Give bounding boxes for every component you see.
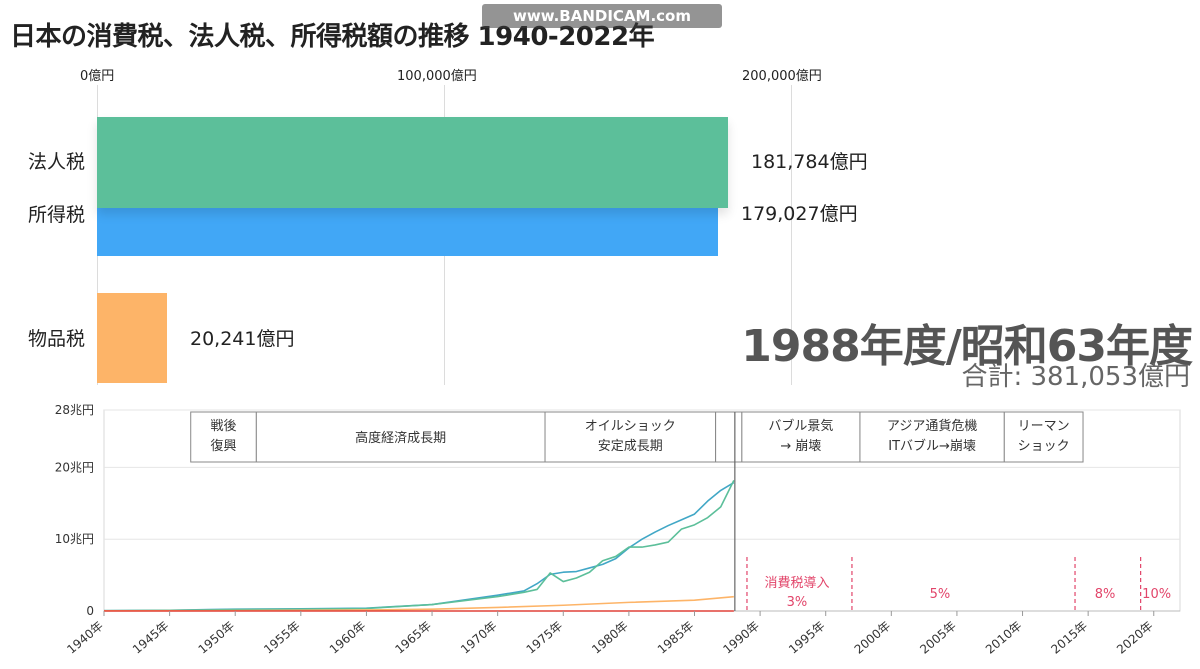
x-tick-label: 1955年 [261, 619, 303, 657]
era-label: アジア通貨危機 [887, 418, 977, 434]
total-label: 合計: 381,053億円 [961, 362, 1190, 392]
era-box [255, 411, 546, 463]
era-box [1003, 411, 1084, 463]
tax-event-label: 消費税導入 [764, 576, 829, 591]
bar-label-corporate-tax: 法人税 [28, 151, 86, 173]
era-box [715, 411, 743, 463]
era-label: バブル景気 [768, 418, 833, 434]
race-axis-tick-2: 200,000億円 [742, 69, 822, 84]
x-tick-label: 1990年 [720, 619, 762, 657]
recorder-watermark: www.BANDICAM.com [482, 4, 722, 28]
bar-label-commodity-tax: 物品税 [28, 328, 86, 350]
x-tick-label: 2000年 [852, 619, 894, 657]
era-label: 安定成長期 [598, 439, 663, 454]
x-tick-label: 1975年 [524, 619, 566, 657]
y-tick-label: 28兆円 [55, 403, 94, 417]
tax-event-label: 10% [1142, 587, 1171, 602]
era-label: → 崩壊 [780, 439, 821, 454]
x-tick-label: 2015年 [1048, 619, 1090, 657]
x-tick-label: 2010年 [983, 619, 1025, 657]
x-tick-label: 1960年 [327, 619, 369, 657]
y-tick-label: 20兆円 [55, 460, 94, 474]
series-line [103, 479, 735, 612]
race-grid-line [791, 85, 792, 385]
bar-value-commodity-tax: 20,241億円 [190, 328, 295, 350]
bar-label-income-tax: 所得税 [28, 204, 86, 226]
era-label: オイルショック [585, 419, 676, 434]
x-tick-label: 1940年 [64, 619, 106, 657]
x-tick-label: 1950年 [196, 619, 238, 657]
era-label: リーマン [1018, 419, 1070, 434]
bar-corporate-tax [97, 117, 728, 208]
series-line [103, 595, 734, 612]
x-tick-label: 1945年 [130, 619, 172, 657]
era-label: ショック [1018, 439, 1070, 454]
era-box [741, 411, 861, 463]
x-tick-label: 1970年 [458, 619, 500, 657]
current-year-label: 1988年度/昭和63年度 [741, 321, 1193, 372]
era-label: 高度経済成長期 [355, 430, 446, 446]
era-label: ITバブル→崩壊 [888, 438, 976, 454]
bar-commodity-tax [97, 293, 167, 383]
x-tick-label: 2005年 [917, 619, 959, 657]
era-label: 復興 [211, 438, 237, 454]
race-axis-tick-1: 100,000億円 [397, 69, 477, 84]
race-axis-tick-0: 0億円 [80, 69, 115, 84]
bar-value-corporate-tax: 181,784億円 [751, 151, 868, 173]
x-tick-label: 1980年 [589, 619, 631, 657]
era-label: 戦後 [211, 419, 237, 434]
x-tick-label: 1985年 [655, 619, 697, 657]
y-tick-label: 0 [86, 604, 94, 618]
y-tick-label: 10兆円 [55, 532, 94, 546]
bar-income-tax [97, 208, 718, 256]
tax-event-label: 8% [1095, 587, 1116, 602]
x-tick-label: 2020年 [1114, 619, 1156, 657]
bar-value-income-tax: 179,027億円 [741, 203, 858, 225]
tax-event-label: 5% [930, 587, 951, 602]
x-tick-label: 1995年 [786, 619, 828, 657]
x-tick-label: 1965年 [392, 619, 434, 657]
tax-event-label: 3% [787, 595, 808, 610]
